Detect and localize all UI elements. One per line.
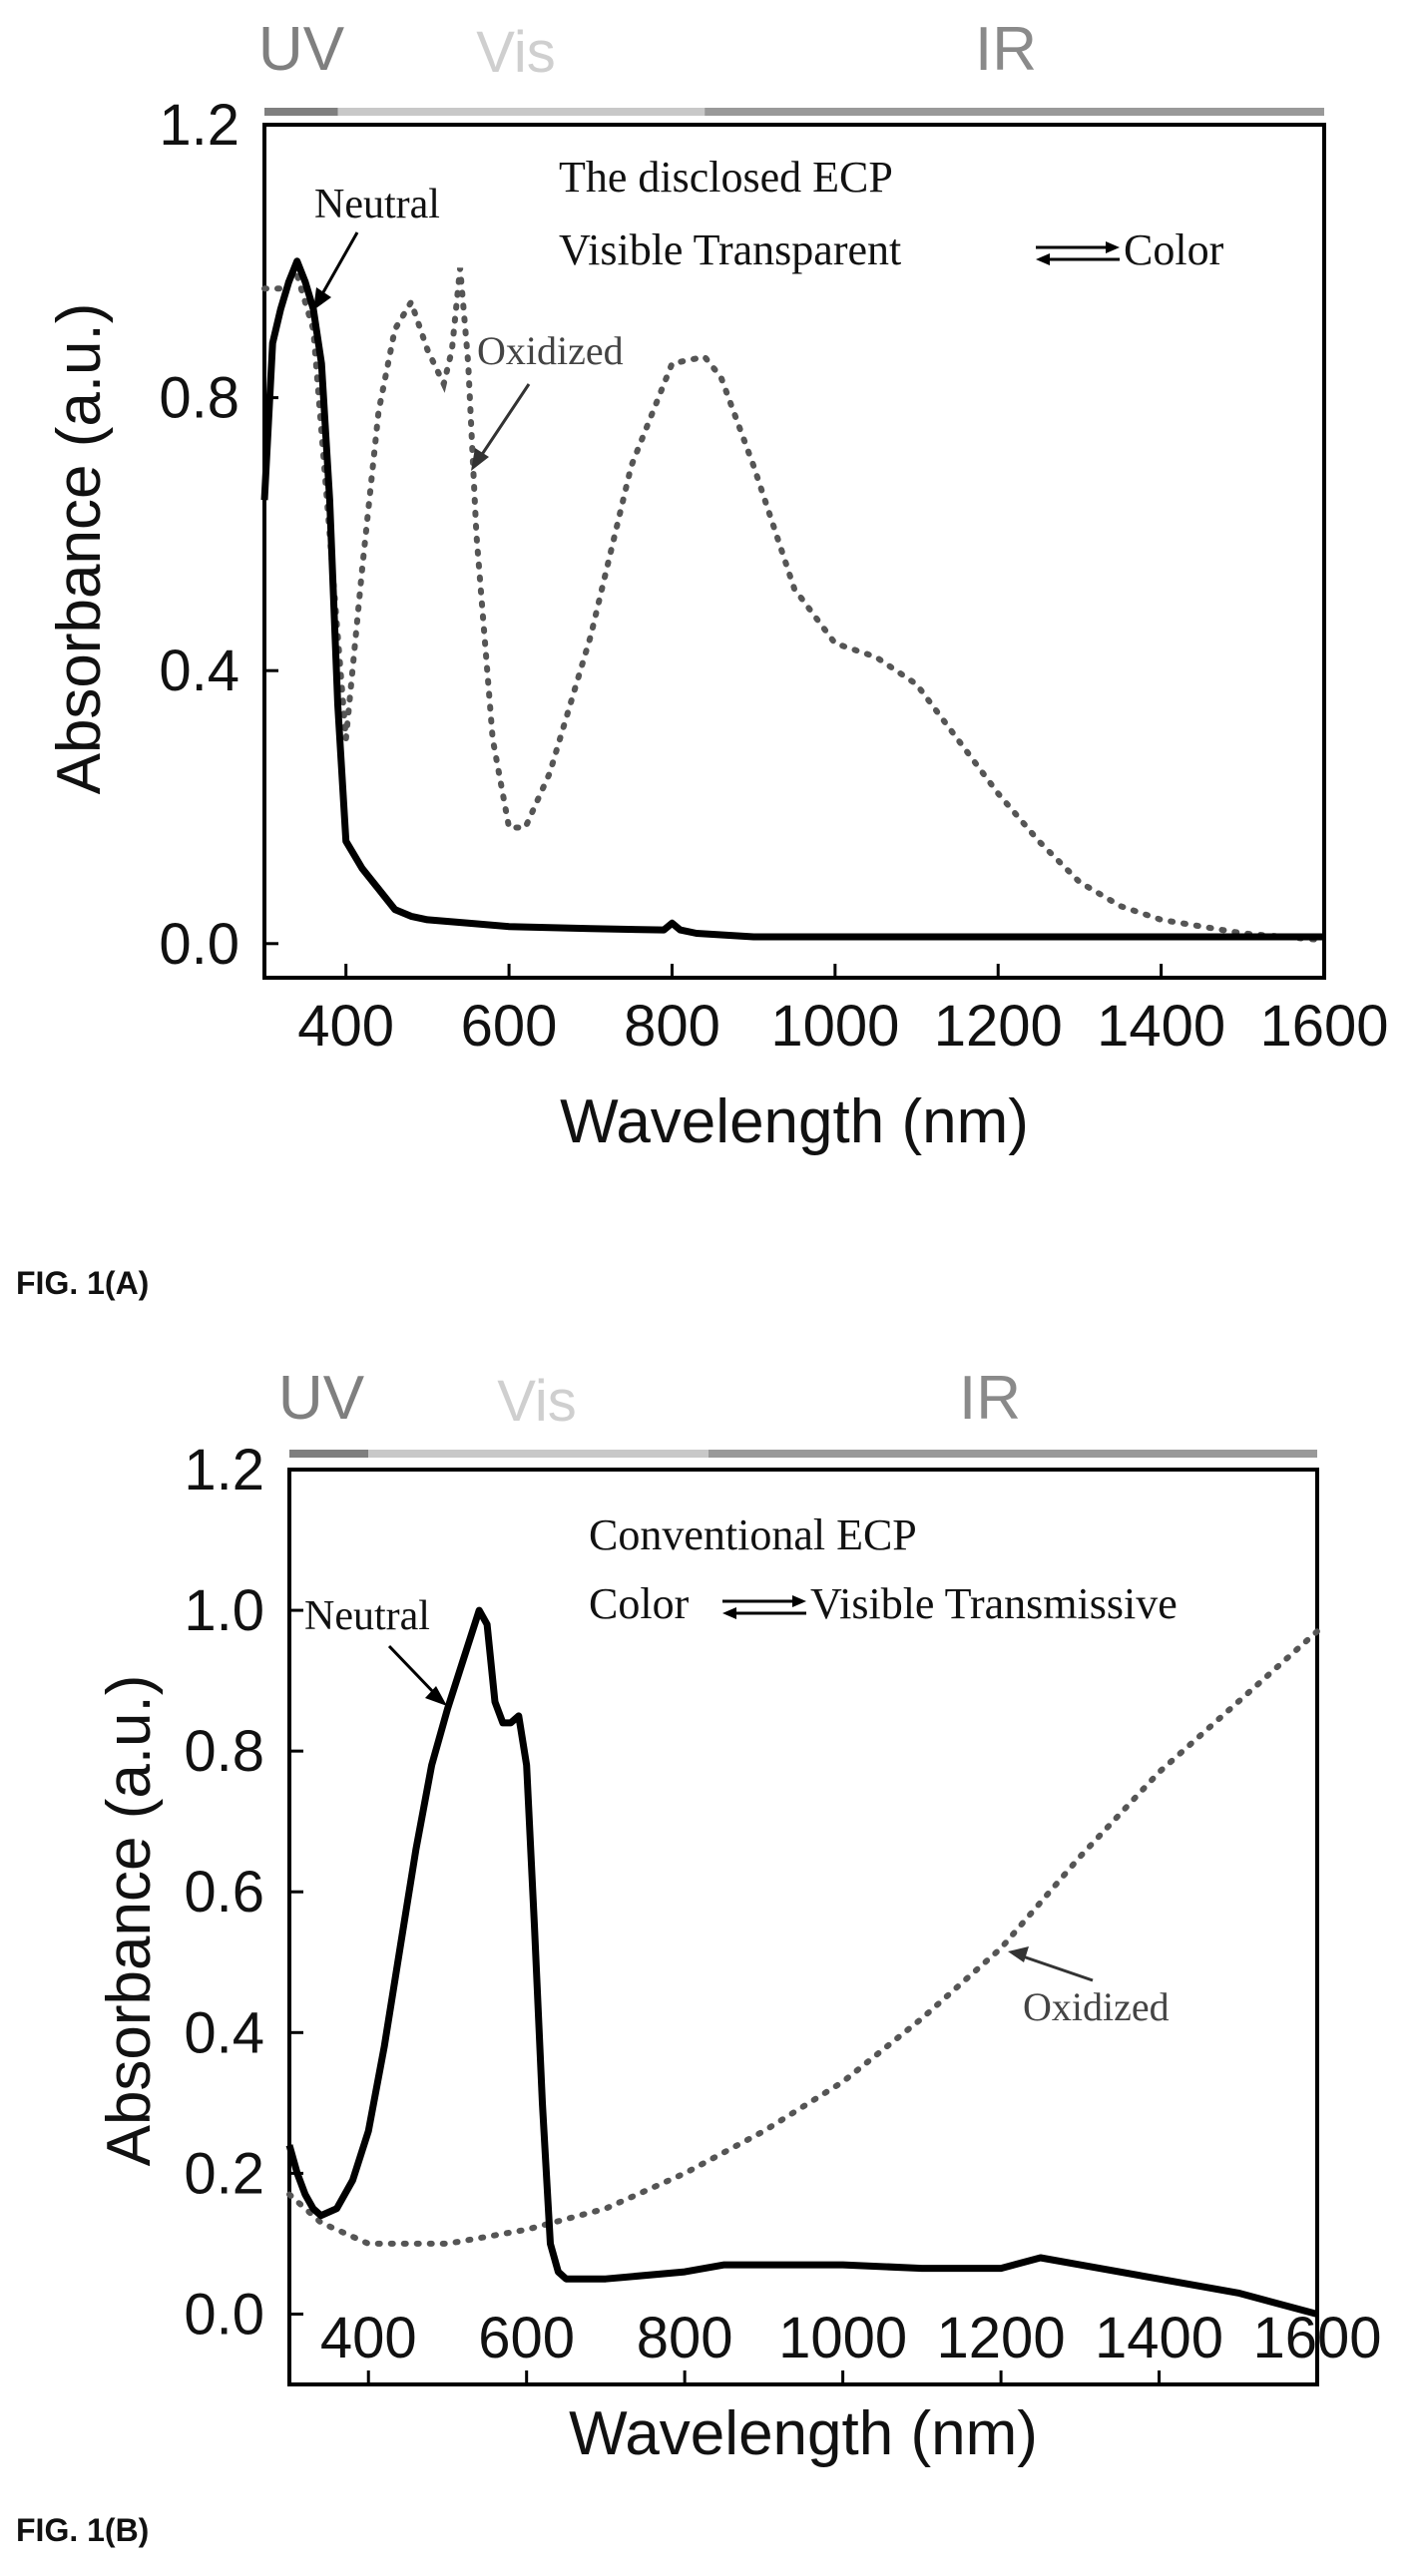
y-tick-label: 0.8 xyxy=(159,366,239,431)
series-oxidized-line xyxy=(261,267,1327,944)
figure-a-chart: UV Vis IR 400 600 800 1000 1200 1400 1600 0.0 0.… xyxy=(45,15,1389,1156)
oxidized-arrow-icon xyxy=(471,383,531,471)
label-neutral: Neutral xyxy=(304,1593,430,1639)
annotation-color: Color xyxy=(589,1579,690,1628)
axis-ticks: 400 600 800 1000 1200 1400 1600 0.0 0.2 0.4 0.6 0.8… xyxy=(184,1438,1382,2384)
x-tick-label: 1200 xyxy=(934,994,1063,1059)
y-tick-label: 0.6 xyxy=(184,1860,264,1925)
y-tick-label: 1.2 xyxy=(184,1438,264,1503)
oxidized-arrow-icon xyxy=(1008,1946,1094,1982)
x-tick-label: 400 xyxy=(297,994,394,1059)
label-neutral: Neutral xyxy=(314,182,440,227)
region-bar-uv xyxy=(289,1450,369,1458)
figure-b-caption: FIG. 1(B) xyxy=(16,2512,150,2548)
y-tick-label: 0.0 xyxy=(184,2282,264,2347)
y-tick-label: 0.0 xyxy=(159,912,239,977)
annotation-visible-transmissive: Visible Transmissive xyxy=(810,1579,1178,1628)
annotation-color: Color xyxy=(1124,225,1224,274)
x-tick-label: 600 xyxy=(478,2306,575,2370)
series-neutral-line xyxy=(260,257,1324,941)
region-label-vis: Vis xyxy=(476,20,556,85)
y-axis-title: Absorbance (a.u.) xyxy=(45,303,114,795)
region-bar-vis xyxy=(337,108,706,116)
y-axis-title: Absorbance (a.u.) xyxy=(95,1675,164,2167)
region-label-uv: UV xyxy=(278,1364,365,1433)
axis-ticks: 400 600 800 1000 1200 1400 1600 0.0 0.4 0.8 1.2 xyxy=(159,93,1388,1059)
region-bar-vis xyxy=(368,1450,709,1458)
x-tick-label: 1400 xyxy=(1097,994,1225,1059)
x-tick-label: 1000 xyxy=(778,2306,907,2370)
exchange-arrows-icon xyxy=(1036,241,1120,265)
region-label-ir: IR xyxy=(959,1364,1021,1433)
label-oxidized: Oxidized xyxy=(477,328,624,373)
x-axis-title: Wavelength (nm) xyxy=(560,1087,1029,1156)
region-bar-ir xyxy=(705,108,1324,116)
series-oxidized-line xyxy=(286,1628,1320,2247)
y-tick-label: 0.4 xyxy=(159,639,239,703)
region-label-uv: UV xyxy=(258,15,345,84)
plot-frame xyxy=(287,1468,1319,2386)
x-tick-label: 1400 xyxy=(1095,2306,1223,2370)
region-bar-ir xyxy=(708,1450,1317,1458)
y-tick-label: 0.8 xyxy=(184,1719,264,1784)
annotation-ecp-title: Conventional ECP xyxy=(589,1510,917,1559)
figure-a-caption: FIG. 1(A) xyxy=(16,1265,150,1301)
x-tick-label: 600 xyxy=(461,994,558,1059)
x-axis-title: Wavelength (nm) xyxy=(569,2399,1038,2468)
y-tick-label: 0.2 xyxy=(184,2141,264,2206)
x-tick-label: 400 xyxy=(320,2306,417,2370)
exchange-arrows-icon xyxy=(722,1595,806,1619)
figure-b-chart: UV Vis IR 400 600 800 1000 1200 1400 1600 0.0 0.… xyxy=(95,1364,1382,2468)
region-label-vis: Vis xyxy=(497,1369,577,1434)
x-tick-label: 1200 xyxy=(937,2306,1066,2370)
x-tick-label: 1600 xyxy=(1259,994,1388,1059)
neutral-arrow-icon xyxy=(313,231,359,310)
x-tick-label: 1000 xyxy=(770,994,899,1059)
label-oxidized: Oxidized xyxy=(1023,1984,1170,2029)
region-bar-uv xyxy=(264,108,338,116)
annotation-visible-transparent: Visible Transparent xyxy=(559,225,901,274)
x-tick-label: 800 xyxy=(637,2306,733,2370)
y-tick-label: 1.2 xyxy=(159,93,239,158)
annotation-ecp-title: The disclosed ECP xyxy=(559,153,893,202)
y-tick-label: 0.4 xyxy=(184,2000,264,2065)
neutral-arrow-icon xyxy=(387,1644,447,1706)
y-tick-label: 1.0 xyxy=(184,1578,264,1643)
x-tick-label: 800 xyxy=(624,994,720,1059)
series-neutral-line xyxy=(285,1606,1318,2318)
region-label-ir: IR xyxy=(975,15,1037,84)
plot-frame xyxy=(262,123,1326,980)
x-tick-label: 1600 xyxy=(1252,2306,1381,2370)
